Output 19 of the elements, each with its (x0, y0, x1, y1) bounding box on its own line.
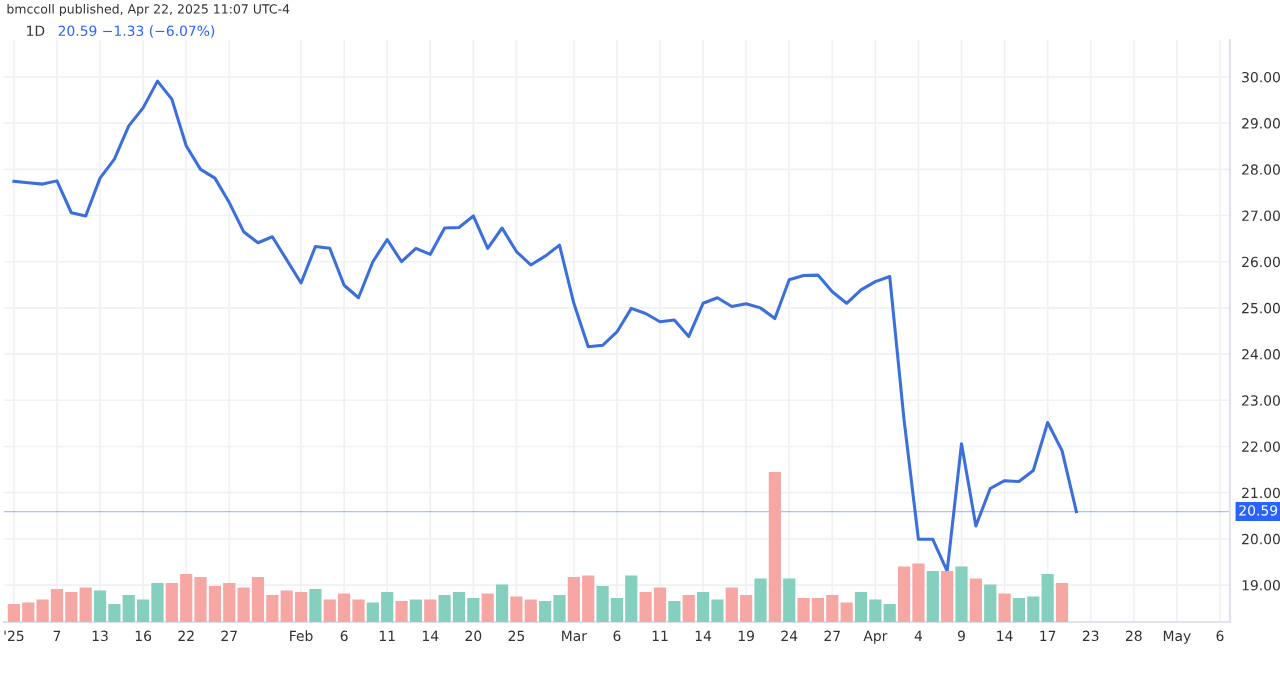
bar (309, 589, 322, 622)
bar (969, 578, 982, 622)
line-series (12, 79, 1078, 573)
bar (682, 595, 695, 622)
bar (1055, 583, 1069, 622)
bar (941, 571, 954, 622)
bar (668, 601, 681, 622)
bar (495, 584, 509, 622)
bar (768, 472, 781, 622)
bar (955, 566, 968, 622)
bar (409, 599, 423, 622)
bar (754, 578, 767, 622)
bar (481, 593, 494, 622)
bar (998, 593, 1011, 622)
bar (424, 599, 437, 622)
bar (984, 584, 997, 622)
bar (395, 601, 408, 622)
bar (926, 571, 939, 622)
bar (783, 578, 796, 622)
